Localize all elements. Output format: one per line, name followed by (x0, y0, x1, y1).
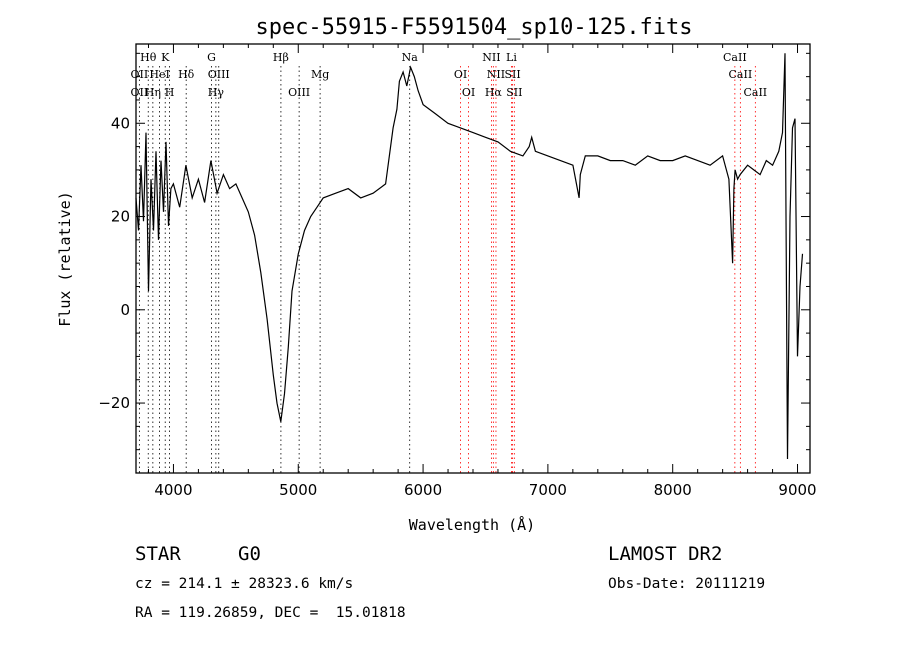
spectral-line-label: OIII (208, 68, 230, 81)
spectral-line-label: OI (454, 68, 467, 81)
y-tick-label: 20 (111, 208, 130, 226)
spectral-line-label: Hγ (208, 86, 225, 99)
flux-series-line (135, 53, 804, 460)
spectral-line-label: NII (487, 68, 505, 81)
spectral-line-label: Hθ (140, 51, 157, 64)
spectral-line-label: Na (402, 51, 419, 64)
spectral-line-label: OII (131, 86, 149, 99)
spectral-line-label: OIII (288, 86, 310, 99)
spectral-line-label: SII (506, 86, 522, 99)
x-tick-label: 7000 (529, 481, 567, 499)
spectral-line-label: HeI (149, 68, 169, 81)
y-tick-label: −20 (98, 394, 130, 412)
spectral-line-label: Li (506, 51, 517, 64)
x-tick-label: 6000 (404, 481, 442, 499)
y-axis-ticks: −20 0 20 40 (98, 52, 810, 451)
spectral-line-label: G (207, 51, 216, 64)
x-tick-label: 5000 (279, 481, 317, 499)
x-axis-ticks: 4000 5000 6000 7000 8000 9000 (147, 44, 817, 499)
spectral-line-label: CaII (729, 68, 753, 81)
object-class: STAR (135, 543, 181, 565)
x-tick-label: 8000 (654, 481, 692, 499)
x-tick-label: 4000 (154, 481, 192, 499)
spectral-line-label: CaII (743, 86, 767, 99)
spectral-line-label: NII (482, 51, 500, 64)
spectral-line-label: H (165, 86, 175, 99)
obs-date-line: Obs-Date: 20111219 (608, 576, 766, 592)
plot-frame (135, 43, 811, 474)
spectral-line-label: OII (131, 68, 149, 81)
y-axis-label: Flux (relative) (56, 191, 74, 326)
object-subclass: G0 (238, 543, 261, 565)
spectral-line-label: Mg (311, 68, 329, 81)
spectral-line-label: K (161, 51, 170, 64)
spectral-line-label: Hη (145, 86, 161, 99)
spectral-line-label: SII (504, 68, 520, 81)
chart-title: spec-55915-F5591504_sp10-125.fits (255, 15, 692, 40)
coordinates-line: RA = 119.26859, DEC = 15.01818 (135, 605, 406, 621)
y-tick-label: 40 (111, 114, 130, 132)
x-tick-label: 9000 (778, 481, 816, 499)
redshift-line: cz = 214.1 ± 28323.6 km/s (135, 576, 354, 592)
spectral-line-label: OI (462, 86, 475, 99)
spectral-line-label: Hδ (178, 68, 195, 81)
survey-name: LAMOST DR2 (608, 543, 723, 565)
y-tick-label: 0 (120, 301, 130, 319)
x-axis-label: Wavelength (Å) (409, 515, 535, 534)
spectral-line-label: Hβ (273, 51, 289, 64)
spectral-line-label: Hα (485, 86, 503, 99)
spectral-line-markers (138, 66, 756, 473)
spectral-line-label: CaII (723, 51, 747, 64)
